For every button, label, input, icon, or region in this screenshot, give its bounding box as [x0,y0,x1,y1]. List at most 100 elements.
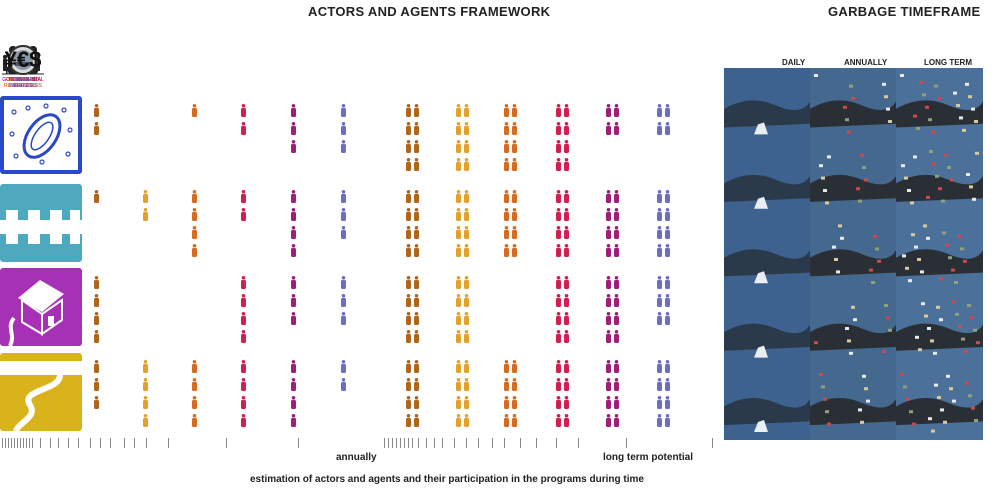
person-figure [414,244,419,257]
person-figure [464,330,469,343]
person-figure [192,378,197,391]
person-figure [606,294,611,307]
person-figure [414,190,419,203]
person-figure [464,294,469,307]
person-figure [464,122,469,135]
person-figure [406,378,411,391]
actor-header-government: GOVERNMENTAL BODIES [0,44,46,89]
person-figure [556,226,561,239]
axis-tick [298,438,299,448]
axis-tick [578,438,579,448]
person-figure [564,396,569,409]
person-figure [94,276,99,289]
person-figure [94,312,99,325]
person-figure [564,244,569,257]
person-figure [464,226,469,239]
photo-cell [896,291,983,366]
axis-tick [404,438,405,448]
person-figure [94,190,99,203]
photo-cell [810,68,896,143]
framework-title: ACTORS AND AGENTS FRAMEWORK [308,4,551,19]
person-figure [414,330,419,343]
person-figure [504,414,509,427]
person-figure [657,104,662,117]
photo-cell [896,68,983,143]
axis-tick [2,438,3,448]
axis-tick [68,438,69,448]
photo-cell [810,365,896,440]
person-figure [556,276,561,289]
garbage-photo-grid [724,68,983,440]
person-figure [406,396,411,409]
axis-tick [384,438,385,448]
actor-figures-grid [94,104,670,427]
house-program-tile [0,268,82,347]
person-figure [406,360,411,373]
person-figure [456,276,461,289]
axis-tick [442,438,443,448]
person-figure [512,414,517,427]
road-program-tile [0,353,82,433]
person-figure [414,396,419,409]
person-figure [504,396,509,409]
person-figure [512,396,517,409]
axis-tick [626,438,627,448]
person-figure [291,140,296,153]
person-figure [657,396,662,409]
person-figure [657,244,662,257]
axis-tick [504,438,505,448]
timeframe-title: GARBAGE TIMEFRAME [828,4,981,19]
person-figure [341,226,346,239]
person-figure [504,190,509,203]
coastline-photos [724,68,983,440]
long-term-label: long term potential [603,452,693,463]
person-figure [464,360,469,373]
person-figure [456,396,461,409]
person-figure [665,244,670,257]
person-figure [556,244,561,257]
actor-header-private: ¥€$ PRIVATE INVESTORS [0,44,46,89]
axis-tick [8,438,9,448]
axis-tick [492,438,493,448]
person-figure [657,378,662,391]
person-figure [464,276,469,289]
person-figure [94,104,99,117]
person-figure [291,294,296,307]
person-figure [564,312,569,325]
person-figure [241,330,246,343]
axis-tick [20,438,21,448]
person-figure [512,360,517,373]
photo-cell [896,216,983,292]
actor-label: VOLUNTEERS [6,77,40,83]
person-figure [504,158,509,171]
person-figure [241,190,246,203]
person-figure [504,226,509,239]
person-figure [564,104,569,117]
axis-tick [134,438,135,448]
wall-posts-icon [0,210,82,244]
person-figure [564,226,569,239]
photo-cell [896,142,983,217]
shell-in-water-icon [9,103,73,165]
seal-icon [8,45,38,75]
person-figure [406,294,411,307]
person-figure [556,378,561,391]
person-figure [657,294,662,307]
person-figure [291,122,296,135]
person-figure [564,276,569,289]
person-figure [241,122,246,135]
person-figure [665,276,670,289]
person-figure [143,360,148,373]
person-figure [414,276,419,289]
person-figure [94,122,99,135]
person-figure [291,226,296,239]
person-figure [456,190,461,203]
person-figure [665,360,670,373]
axis-tick [90,438,91,448]
person-figure [456,140,461,153]
person-figure [665,414,670,427]
person-figure [456,312,461,325]
person-figure [456,378,461,391]
person-figure [143,414,148,427]
person-figure [143,396,148,409]
